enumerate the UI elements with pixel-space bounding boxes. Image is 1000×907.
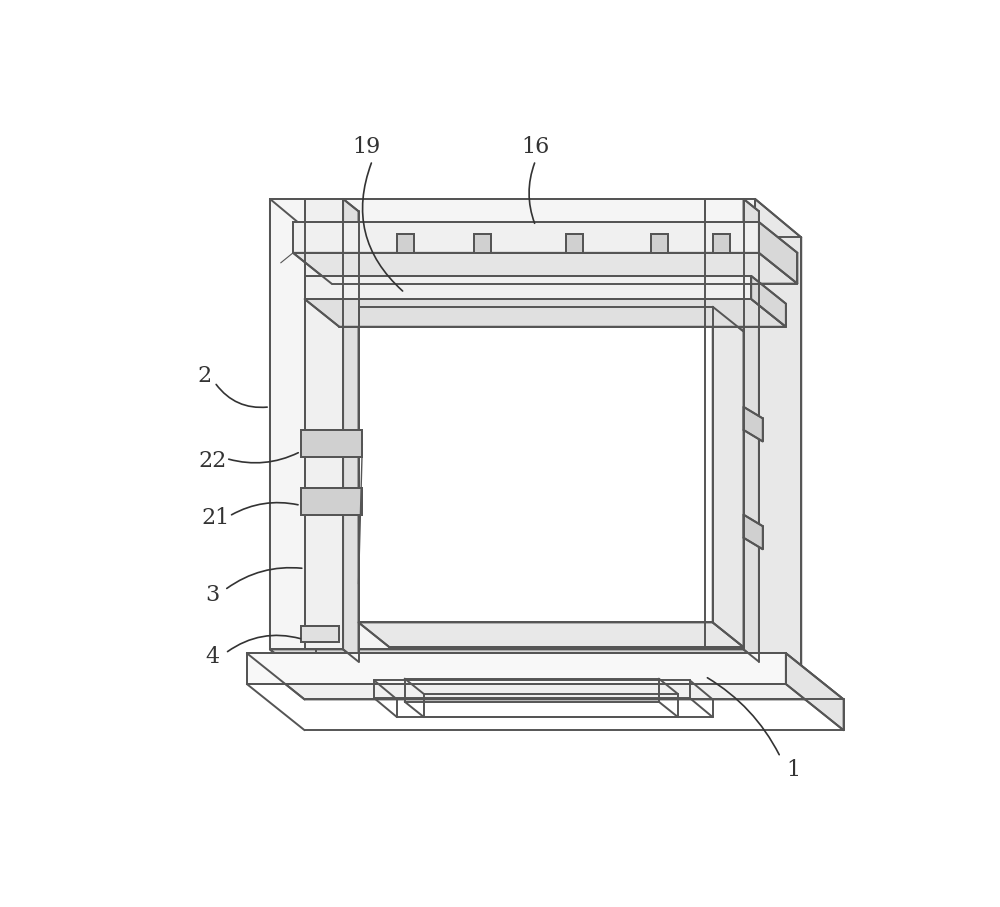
Polygon shape (270, 199, 755, 649)
Polygon shape (301, 626, 339, 641)
Polygon shape (301, 488, 362, 514)
Polygon shape (358, 622, 744, 647)
Polygon shape (293, 222, 759, 253)
Polygon shape (713, 234, 730, 253)
Polygon shape (301, 430, 362, 457)
Polygon shape (786, 653, 844, 730)
Text: 3: 3 (205, 584, 219, 607)
Polygon shape (358, 307, 713, 622)
Polygon shape (755, 199, 801, 688)
Polygon shape (751, 276, 786, 327)
Polygon shape (744, 514, 763, 550)
Polygon shape (713, 307, 744, 647)
Polygon shape (651, 234, 668, 253)
Polygon shape (247, 653, 844, 699)
Text: 2: 2 (197, 365, 212, 387)
Polygon shape (305, 299, 786, 327)
Polygon shape (305, 199, 343, 649)
Polygon shape (759, 222, 797, 284)
Polygon shape (305, 276, 751, 299)
Polygon shape (744, 407, 763, 442)
Polygon shape (293, 253, 797, 284)
Text: 4: 4 (205, 646, 219, 668)
Polygon shape (343, 199, 358, 662)
Text: 16: 16 (521, 135, 550, 158)
Polygon shape (247, 653, 786, 684)
Text: 1: 1 (786, 759, 801, 781)
Polygon shape (270, 649, 801, 688)
Polygon shape (566, 234, 583, 253)
Polygon shape (744, 199, 759, 662)
Polygon shape (270, 199, 316, 688)
Text: 19: 19 (352, 135, 380, 158)
Polygon shape (705, 199, 744, 649)
Polygon shape (474, 234, 491, 253)
Text: 21: 21 (202, 508, 230, 530)
Text: 22: 22 (198, 450, 226, 472)
Polygon shape (397, 234, 414, 253)
